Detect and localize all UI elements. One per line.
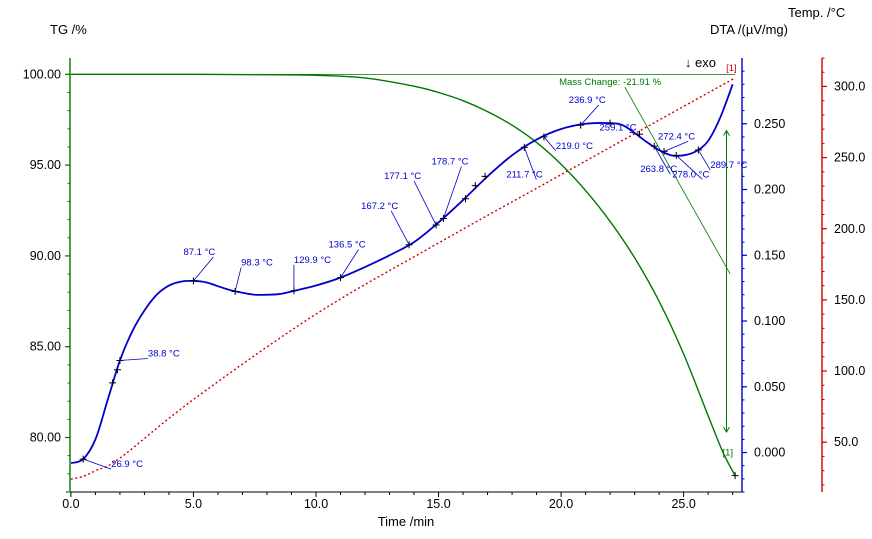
annotation-leader [653,145,671,175]
annotation-leader [543,136,557,152]
annotation-label: 136.5 °C [329,240,366,251]
dta-marker [109,379,117,387]
annotation-leader [413,180,437,226]
temp-tick-label: 50.0 [834,435,858,449]
temp-tick-label: 150.0 [834,293,865,307]
annotation-leader [580,104,599,126]
annotation-label: 259.1 °C [600,122,637,133]
dta-marker [481,172,489,180]
annotation-label: 87.1 °C [183,247,215,258]
dta-curve [70,83,734,464]
dta-tick-label: 0.100 [754,314,785,328]
segment-marker-label: [1] [726,63,737,74]
tg-curve [70,73,736,476]
x-tick-label: 15.0 [426,497,450,511]
mass-change-arrow-top [723,129,730,136]
tg-tick-label: 90.00 [30,249,61,263]
temp-tick-label: 300.0 [834,79,865,93]
peak-marker [405,241,413,249]
peak-marker [79,455,87,463]
x-tick-label: 0.0 [62,497,79,511]
dta-axis-title: DTA /(µV/mg) [710,22,788,37]
annotation-label: 272.4 °C [658,131,695,142]
tg-tick-label: 85.00 [30,340,61,354]
annotation-label: 236.9 °C [569,95,606,106]
annotation-label: 26.9 °C [111,459,143,470]
annotation-leader [234,267,242,292]
annotation-leader [697,149,711,171]
dta-marker [606,119,614,127]
annotation-label: 177.1 °C [384,171,421,182]
peak-marker [540,133,548,141]
tg-end-marker [731,472,739,480]
annotation-leader [523,147,537,180]
dta-marker [471,182,479,190]
dta-tick-label: 0.200 [754,183,785,197]
temp-tick-label: 100.0 [834,364,865,378]
tg-tick-label: 80.00 [30,431,61,445]
annotation-label: 167.2 °C [361,201,398,212]
annotation-leader [193,256,214,282]
annotation-label: 178.7 °C [431,156,468,167]
annotation-leader [340,249,359,278]
temp-axis-title: Temp. /°C [788,5,845,20]
annotation-label: 263.8 °C [640,164,677,175]
mass-change-label: Mass Change: -21.91 % [559,77,661,88]
annotation-leader [443,166,462,219]
annotation-label: 289.7 °C [710,160,747,171]
annotation-label: 38.8 °C [148,348,180,359]
dta-tick-label: 0.050 [754,380,785,394]
tg-tick-label: 100.00 [23,67,61,81]
annotation-leader [119,358,148,361]
exo-indicator: ↓ exo [685,55,716,70]
annotation-leader [676,155,703,180]
tg-tick-label: 95.00 [30,158,61,172]
x-tick-label: 25.0 [671,497,695,511]
x-tick-label: 20.0 [549,497,573,511]
annotation-label: 98.3 °C [241,257,273,268]
x-tick-label: 10.0 [304,497,328,511]
annotation-label: 219.0 °C [556,141,593,152]
peak-marker [672,151,680,159]
dta-tick-label: 0.000 [754,446,785,460]
axes-layer: 0.0 5.0 10.0 15.0 20.0 25.0 80.00 85.00 90.00 95.… [23,57,865,511]
annotation-label: 211.7 °C [506,169,543,180]
annotation-label: 278.0 °C [672,169,709,180]
peak-marker [577,121,585,129]
x-tick-label: 5.0 [185,497,202,511]
tg-onset-tangent [624,86,731,275]
segment-marker-label: [1] [722,448,733,459]
temp-curve [70,77,736,480]
annotation-leader [629,131,640,135]
curves-layer [70,73,736,480]
mass-change-arrow-bottom [723,426,730,434]
dta-marker [461,195,469,203]
tg-axis-title: TG /% [50,22,87,37]
peak-marker [520,143,528,151]
temp-tick-label: 200.0 [834,222,865,236]
annotation-leader [390,210,410,245]
dta-tick-label: 0.250 [754,117,785,131]
peak-marker [636,130,644,138]
temp-tick-label: 250.0 [834,151,865,165]
annotation-leader [83,458,112,470]
x-axis-title: Time /min [378,514,435,529]
annotation-leader [663,141,689,152]
annotation-layer: 26.9 °C 38.8 °C 87.1 °C 98.3 °C 129.9 °C 136.… [79,63,748,480]
peak-marker [189,277,197,285]
dta-tick-label: 0.150 [754,248,785,262]
peak-marker [650,142,658,150]
dta-marker [113,366,121,374]
annotation-label: 129.9 °C [294,255,331,266]
